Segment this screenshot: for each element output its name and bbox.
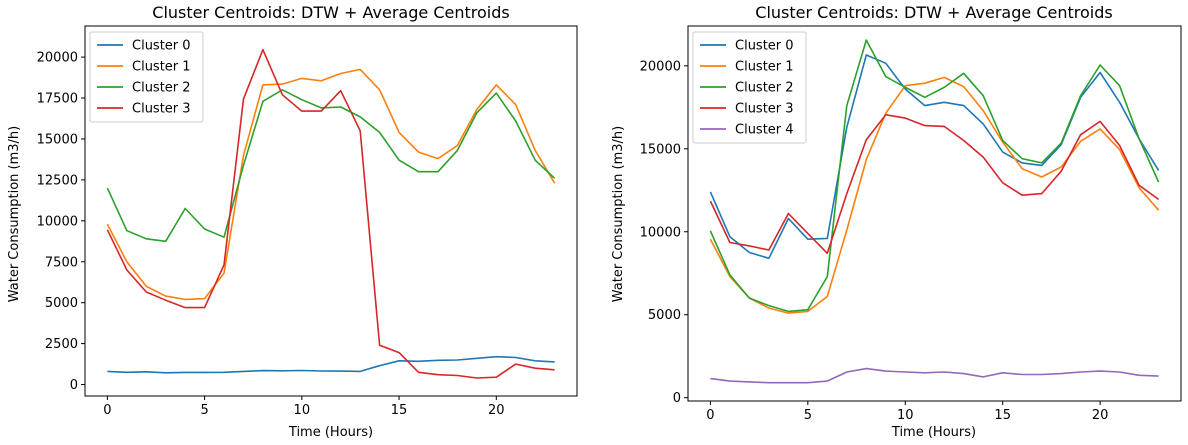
series-line-cluster-3 bbox=[106, 48, 555, 379]
legend-label-cluster-3: Cluster 3 bbox=[132, 102, 191, 117]
x-tick-label: 5 bbox=[804, 408, 812, 423]
y-tick-label: 17500 bbox=[37, 92, 78, 107]
series-line-cluster-4 bbox=[710, 367, 1159, 384]
chart-title: Cluster Centroids: DTW + Average Centroi… bbox=[152, 3, 509, 22]
y-tick-label: 15000 bbox=[37, 132, 78, 147]
plot-area: 0 5 10 15 20 0 2500 5000 7500 10000 12500 15000 1750… bbox=[37, 25, 578, 418]
y-tick-label: 5000 bbox=[45, 296, 78, 311]
legend-label-cluster-0: Cluster 0 bbox=[735, 39, 794, 54]
x-tick-label: 20 bbox=[488, 403, 505, 418]
legend-box bbox=[89, 31, 204, 123]
legend-label-cluster-2: Cluster 2 bbox=[735, 81, 794, 96]
legend-box bbox=[692, 31, 807, 144]
x-tick-label: 20 bbox=[1092, 408, 1109, 423]
legend-label-cluster-4: Cluster 4 bbox=[735, 123, 794, 138]
y-tick-label: 20000 bbox=[37, 51, 78, 66]
x-tick-label: 15 bbox=[994, 408, 1011, 423]
y-tick-label: 2500 bbox=[45, 337, 78, 352]
x-tick-label: 10 bbox=[294, 403, 311, 418]
series-line-cluster-2 bbox=[709, 39, 1160, 313]
legend-label-cluster-0: Cluster 0 bbox=[132, 39, 191, 54]
legend: Cluster 0 Cluster 1 Cluster 2 Cluster 3 bbox=[89, 31, 204, 123]
chart-left: Cluster Centroids: DTW + Average Centroi… bbox=[7, 3, 578, 440]
y-tick-label: 12500 bbox=[37, 173, 78, 188]
chart-title: Cluster Centroids: DTW + Average Centroi… bbox=[755, 3, 1112, 22]
x-tick-label: 10 bbox=[897, 408, 914, 423]
x-tick-label: 0 bbox=[706, 408, 714, 423]
x-axis-label: Time (Hours) bbox=[891, 425, 976, 440]
x-axis-label: Time (Hours) bbox=[288, 425, 373, 440]
series-line-cluster-1 bbox=[709, 76, 1160, 314]
x-tick-label: 15 bbox=[391, 403, 408, 418]
series-line-cluster-0 bbox=[709, 54, 1160, 260]
series-line-cluster-3 bbox=[709, 114, 1160, 255]
legend-label-cluster-1: Cluster 1 bbox=[735, 60, 794, 75]
legend-label-cluster-3: Cluster 3 bbox=[735, 102, 794, 117]
legend-label-cluster-2: Cluster 2 bbox=[132, 81, 191, 96]
y-tick-label: 20000 bbox=[640, 59, 681, 74]
series-line-cluster-0 bbox=[107, 355, 555, 374]
y-tick-label: 0 bbox=[70, 378, 78, 393]
legend: Cluster 0 Cluster 1 Cluster 2 Cluster 3 Clus… bbox=[692, 31, 807, 144]
y-axis-label: Water Consumption (m3/h) bbox=[7, 126, 22, 303]
series-line-cluster-2 bbox=[106, 89, 556, 243]
x-tick-label: 0 bbox=[103, 403, 111, 418]
axes-frame bbox=[84, 25, 578, 397]
series-line-cluster-1 bbox=[106, 68, 556, 301]
y-axis-label: Water Consumption (m3/h) bbox=[611, 126, 626, 303]
y-tick-label: 7500 bbox=[45, 255, 78, 270]
chart-right: Cluster Centroids: DTW + Average Centroi… bbox=[611, 3, 1182, 440]
legend-label-cluster-1: Cluster 1 bbox=[132, 60, 191, 75]
y-tick-label: 10000 bbox=[640, 225, 681, 240]
axes-frame bbox=[687, 25, 1182, 402]
y-tick-label: 5000 bbox=[648, 308, 681, 323]
y-tick-label: 15000 bbox=[640, 142, 681, 157]
y-tick-label: 10000 bbox=[37, 214, 78, 229]
y-tick-label: 0 bbox=[673, 391, 681, 406]
x-tick-label: 5 bbox=[200, 403, 208, 418]
